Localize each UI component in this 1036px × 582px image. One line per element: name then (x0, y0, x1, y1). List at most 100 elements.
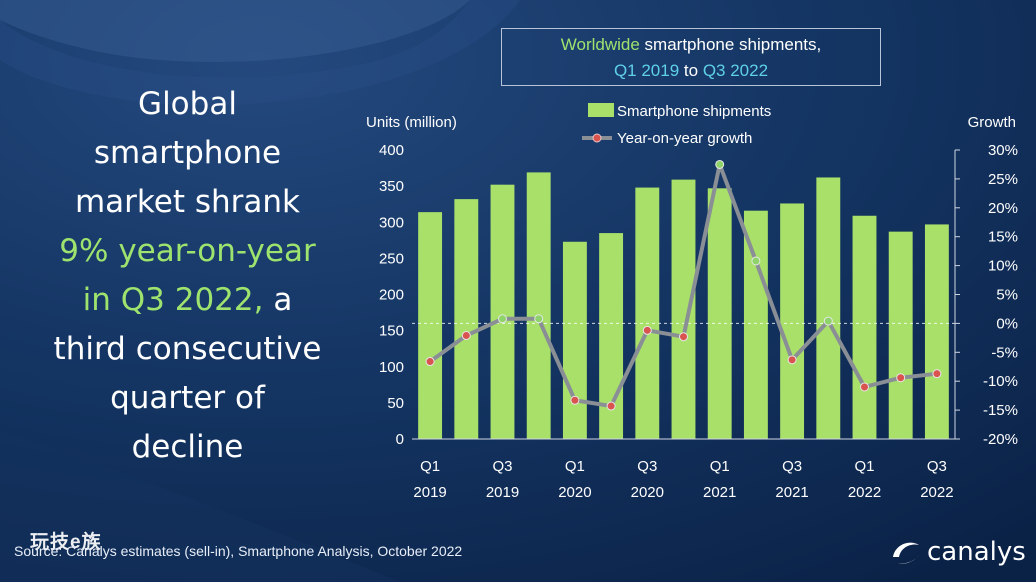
headline-tail: a (263, 282, 293, 318)
y-tick-label: 300 (379, 214, 404, 231)
growth-point-q2-2022 (896, 373, 906, 383)
bar-q4-2019 (526, 172, 551, 439)
growth-point-q3-2021 (787, 355, 797, 365)
growth-point-q3-2020 (642, 325, 652, 335)
bar-q1-2020 (562, 241, 587, 439)
y2-tick-label: 15% (988, 229, 1018, 246)
y-tick-label: 250 (379, 250, 404, 267)
bar-q2-2021 (743, 210, 768, 439)
bar-q1-2022 (852, 215, 877, 439)
y2-axis-label: Growth (968, 114, 1016, 131)
bar-q1-2021 (707, 188, 732, 439)
bar-q3-2019 (490, 184, 515, 439)
y2-tick-label: -5% (991, 344, 1018, 361)
headline-highlight: in Q3 2022, a (20, 276, 355, 325)
bar-q3-2020 (635, 187, 660, 439)
chart-title-line-2: Q1 2019 to Q3 2022 (502, 58, 880, 84)
canalys-logo-icon (893, 542, 919, 564)
watermark: 玩技e族 (30, 532, 102, 553)
y-tick-label: 100 (379, 359, 404, 376)
x-tick-label-quarter: Q3 (927, 458, 947, 475)
headline-line: Global (138, 86, 237, 122)
legend-line-label: Year-on-year growth (617, 130, 752, 147)
x-tick-label-year: 2019 (413, 484, 446, 501)
y2-tick-label: -20% (983, 431, 1018, 448)
y-tick-label: 400 (379, 142, 404, 159)
headline: Global smartphone market shrank 9% year-… (20, 80, 355, 472)
canalys-logo-text: canalys (927, 537, 1026, 567)
y2-tick-label: 0% (996, 315, 1018, 332)
growth-point-q3-2022 (932, 369, 942, 379)
x-axis-ticks: Q1 2019 Q3 2019 Q1 2020 Q3 2020 Q1 2021 Q3 2021 Q1 20… (413, 458, 953, 501)
headline-line: third consecutive (53, 331, 322, 367)
bar-q4-2021 (816, 177, 841, 439)
y-axis-ticks: 0 50 100 150 200 250 300 350 400 (379, 142, 404, 448)
x-tick-label-year: 2022 (848, 484, 881, 501)
y2-tick-label: 30% (988, 142, 1018, 159)
bar-series (418, 172, 949, 439)
y2-tick-label: -15% (983, 402, 1018, 419)
bar-q3-2022 (924, 224, 949, 439)
bar-q2-2019 (454, 199, 479, 439)
legend-bar-swatch (588, 103, 614, 117)
growth-line-series (425, 159, 942, 411)
legend: Smartphone shipments Year-on-year growth (582, 103, 771, 147)
x-tick-label-year: 2022 (920, 484, 953, 501)
growth-point-q1-2019 (425, 357, 435, 367)
y-tick-label: 50 (387, 395, 404, 412)
y2-axis-ticks: -20% -15% -10% -5% 0% 5% 10% 15% 20% 25% 30% (955, 142, 1018, 448)
y-axis-label: Units (million) (366, 114, 457, 131)
headline-line: smartphone (93, 135, 282, 171)
growth-point-q4-2021 (823, 316, 833, 326)
headline-line: quarter of (110, 380, 265, 416)
bar-q2-2022 (888, 231, 913, 439)
legend-line-marker (592, 133, 602, 143)
x-tick-label-quarter: Q3 (782, 458, 802, 475)
x-tick-label-quarter: Q1 (565, 458, 585, 475)
x-tick-label-year: 2019 (486, 484, 519, 501)
headline-line: market shrank (74, 184, 300, 220)
canalys-logo: canalys (889, 534, 1026, 570)
x-tick-label-quarter: Q1 (420, 458, 440, 475)
y2-tick-label: 25% (988, 171, 1018, 188)
bar-q4-2020 (671, 179, 696, 439)
bar-q2-2020 (599, 233, 624, 439)
chart-title-box: Worldwide smartphone shipments, Q1 2019 … (501, 28, 881, 86)
headline-highlight-text: in Q3 2022, (82, 282, 264, 318)
x-tick-label-year: 2021 (703, 484, 736, 501)
growth-point-q4-2020 (679, 332, 688, 342)
x-tick-label-year: 2020 (558, 484, 591, 501)
y2-tick-label: 20% (988, 200, 1018, 217)
headline-highlight-text: 9% year-on-year (59, 233, 316, 269)
growth-point-q2-2020 (606, 401, 616, 411)
legend-bar-label: Smartphone shipments (617, 103, 771, 120)
y-tick-label: 150 (379, 323, 404, 340)
y2-tick-label: -10% (983, 373, 1018, 390)
growth-point-q1-2022 (860, 382, 869, 392)
headline-line: decline (131, 429, 244, 465)
growth-point-q2-2019 (461, 331, 471, 341)
x-tick-label-year: 2020 (631, 484, 664, 501)
y-tick-label: 0 (396, 431, 404, 448)
growth-point-q1-2020 (570, 395, 580, 405)
y-tick-label: 200 (379, 287, 404, 304)
growth-point-q2-2021 (751, 256, 761, 266)
y2-tick-label: 10% (988, 258, 1018, 275)
y2-tick-label: 5% (996, 287, 1018, 304)
growth-point-q4-2019 (534, 314, 544, 324)
source-note: Source: Canalys estimates (sell-in), Sma… (14, 543, 463, 559)
bar-q1-2019 (418, 212, 443, 439)
title-shipments: smartphone shipments, (639, 35, 822, 54)
title-end: Q3 2022 (702, 61, 769, 80)
growth-point-q1-2021 (715, 159, 725, 169)
x-tick-label-quarter: Q1 (710, 458, 730, 475)
headline-highlight: 9% year-on-year (20, 227, 355, 276)
x-tick-label-quarter: Q1 (854, 458, 874, 475)
title-worldwide: Worldwide (560, 35, 640, 54)
y-tick-label: 350 (379, 178, 404, 195)
x-tick-label-quarter: Q3 (637, 458, 657, 475)
title-to: to (679, 61, 703, 80)
x-tick-label-year: 2021 (775, 484, 808, 501)
chart-title-line-1: Worldwide smartphone shipments, (502, 32, 880, 58)
